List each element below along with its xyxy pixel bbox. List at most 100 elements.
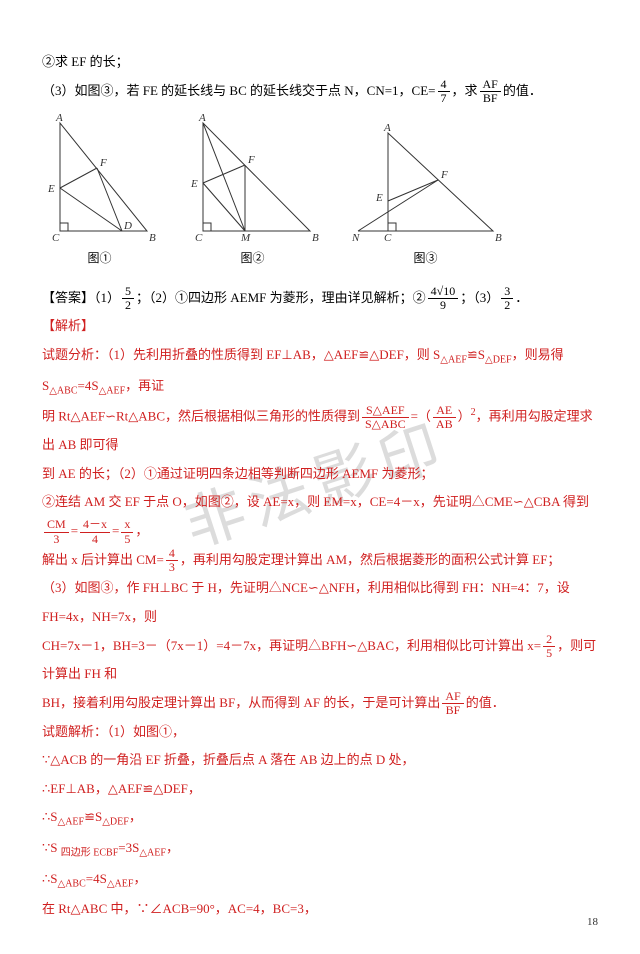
p13a: ∵S (42, 840, 61, 855)
p1d: =4S (78, 378, 99, 393)
p2c: ） (458, 409, 471, 424)
sub-aef4: △AEF (139, 848, 166, 859)
svg-text:F: F (99, 157, 107, 169)
svg-text:B: B (495, 232, 502, 243)
frac-5-2: 52 (122, 285, 134, 312)
solution-p10: ∵△ACB 的一角沿 EF 折叠，折叠后点 A 落在 AB 边上的点 D 处， (42, 746, 598, 775)
svg-text:C: C (52, 232, 60, 243)
p4d: ， (135, 523, 148, 538)
page-content: ②求 EF 的长； （3）如图③，若 FE 的延长线与 BC 的延长线交于点 N… (42, 48, 598, 924)
sub-aef3: △AEF (58, 817, 85, 828)
p14c: ， (133, 871, 146, 886)
analysis-p7: CH=7x－1，BH=3－（7x－1）=4－7x，再证明△BFH∽△BAC，利用… (42, 632, 598, 689)
p7a: CH=7x－1，BH=3－（7x－1）=4－7x，再证明△BFH∽△BAC，利用… (42, 638, 541, 653)
triangle-svg-3: A F E N C B (348, 123, 503, 243)
p14b: =4S (86, 871, 107, 886)
figure-1-label: 图① (42, 245, 157, 271)
svg-text:N: N (351, 232, 360, 243)
p4b: = (71, 523, 78, 538)
frac-2-5: 25 (543, 633, 555, 660)
analysis-p4: ②连结 AM 交 EF 于点 O，如图②，设 AE=x，则 EM=x，CE=4－… (42, 488, 598, 545)
ans-d: ． (515, 290, 528, 305)
frac-4x-4: 4－x4 (80, 518, 110, 545)
analysis-p1: 试题分析：（1）先利用折叠的性质得到 EF⊥AB，△AEF≌△DEF，则 S△A… (42, 341, 598, 402)
frac-4-3: 43 (166, 547, 178, 574)
analysis-p8: BH，接着利用勾股定理计算出 BF，从而得到 AF 的长，于是可计算出AFBF的… (42, 689, 598, 718)
p12b: ≌S (84, 809, 102, 824)
svg-text:A: A (55, 113, 63, 124)
p5a: 解出 x 后计算出 CM= (42, 552, 164, 567)
frac-ae-ab: AEAB (433, 404, 456, 431)
svg-text:A: A (198, 113, 206, 124)
line-q2: ②求 EF 的长； (42, 48, 598, 77)
p13b: =3S (118, 840, 139, 855)
frac-cm-3: CM3 (44, 518, 69, 545)
p2a: 明 Rt△AEF∽Rt△ABC，然后根据相似三角形的性质得到 (42, 409, 360, 424)
p4c: = (112, 523, 119, 538)
solution-p14: ∴S△ABC=4S△AEF， (42, 865, 598, 896)
svg-text:D: D (123, 220, 132, 232)
sub-aef5: △AEF (107, 878, 134, 889)
sub-ecbf: 四边形 ECBF (61, 848, 119, 859)
ans-c: ；（3） (460, 290, 499, 305)
q3-c: 的值． (503, 83, 542, 98)
p12a: ∴S (42, 809, 58, 824)
frac-saef-sabc: S△AEFS△ABC (362, 404, 409, 431)
p13c: ， (166, 840, 179, 855)
svg-text:C: C (195, 232, 203, 243)
line-q3: （3）如图③，若 FE 的延长线与 BC 的延长线交于点 N，CN=1，CE=4… (42, 77, 598, 106)
frac-af-bf: AFBF (480, 78, 501, 105)
p1e: ，再证 (125, 378, 164, 393)
frac-af-bf-2: AFBF (442, 690, 463, 717)
frac-4-7: 47 (438, 78, 450, 105)
ans-a: 【答案】（1） (42, 290, 120, 305)
p14a: ∴S (42, 871, 58, 886)
svg-text:F: F (440, 169, 448, 181)
svg-text:E: E (190, 178, 198, 190)
svg-text:E: E (47, 183, 55, 195)
sub-abc2: △ABC (58, 878, 86, 889)
svg-text:C: C (384, 232, 392, 243)
frac-4r10-9: 4√109 (428, 285, 459, 312)
solution-p12: ∴S△AEF≌S△DEF， (42, 803, 598, 834)
q3-b: ，求 (452, 83, 478, 98)
figure-3: A F E N C B 图③ (348, 123, 503, 271)
solution-p15: 在 Rt△ABC 中，∵∠ACB=90°，AC=4，BC=3， (42, 895, 598, 924)
solution-p11: ∴EF⊥AB，△AEF≌△DEF， (42, 775, 598, 804)
svg-text:B: B (312, 232, 319, 243)
sub-abc: △ABC (49, 385, 77, 396)
sub-aef2: △AEF (99, 385, 126, 396)
solution-p13: ∵S 四边形 ECBF=3S△AEF， (42, 834, 598, 865)
p1b: ≌S (467, 347, 485, 362)
analysis-p6: （3）如图③，作 FH⊥BC 于 H，先证明△NCE∽△NFH，利用相似比得到 … (42, 574, 598, 631)
p2b: =（ (411, 409, 431, 424)
sub-def2: △DEF (102, 817, 129, 828)
frac-x-5: x5 (121, 518, 133, 545)
jiexi-heading: 【解析】 (42, 312, 598, 341)
solution-p9: 试题解析：（1）如图①， (42, 718, 598, 747)
svg-text:F: F (247, 154, 255, 166)
sub-def: △DEF (485, 355, 512, 366)
figure-3-label: 图③ (348, 245, 503, 271)
p8a: BH，接着利用勾股定理计算出 BF，从而得到 AF 的长，于是可计算出 (42, 695, 440, 710)
analysis-p3: 到 AE 的长；（2）①通过证明四条边相等判断四边形 AEMF 为菱形； (42, 460, 598, 489)
triangle-svg-1: A F E D C B (42, 113, 157, 243)
p8b: 的值． (466, 695, 505, 710)
answer-line: 【答案】（1）52；（2）①四边形 AEMF 为菱形，理由详见解析；②4√109… (42, 284, 598, 313)
svg-text:A: A (383, 123, 391, 134)
svg-text:B: B (149, 232, 156, 243)
analysis-p2: 明 Rt△AEF∽Rt△ABC，然后根据相似三角形的性质得到S△AEFS△ABC… (42, 402, 598, 460)
figure-row: A F E D C B 图① A F E C (42, 113, 598, 271)
triangle-svg-2: A F E C M B (185, 113, 320, 243)
svg-text:M: M (240, 232, 251, 243)
p12c: ， (129, 809, 142, 824)
p5b: ，再利用勾股定理计算出 AM，然后根据菱形的面积公式计算 EF； (180, 552, 561, 567)
svg-text:E: E (375, 192, 383, 204)
figure-1: A F E D C B 图① (42, 113, 157, 271)
sub-aef: △AEF (440, 355, 467, 366)
p4a: ②连结 AM 交 EF 于点 O，如图②，设 AE=x，则 EM=x，CE=4－… (42, 494, 589, 509)
frac-3-2: 32 (501, 285, 513, 312)
analysis-p5: 解出 x 后计算出 CM=43，再利用勾股定理计算出 AM，然后根据菱形的面积公… (42, 546, 598, 575)
p1a: 试题分析：（1）先利用折叠的性质得到 EF⊥AB，△AEF≌△DEF，则 S (42, 347, 440, 362)
figure-2: A F E C M B 图② (185, 113, 320, 271)
